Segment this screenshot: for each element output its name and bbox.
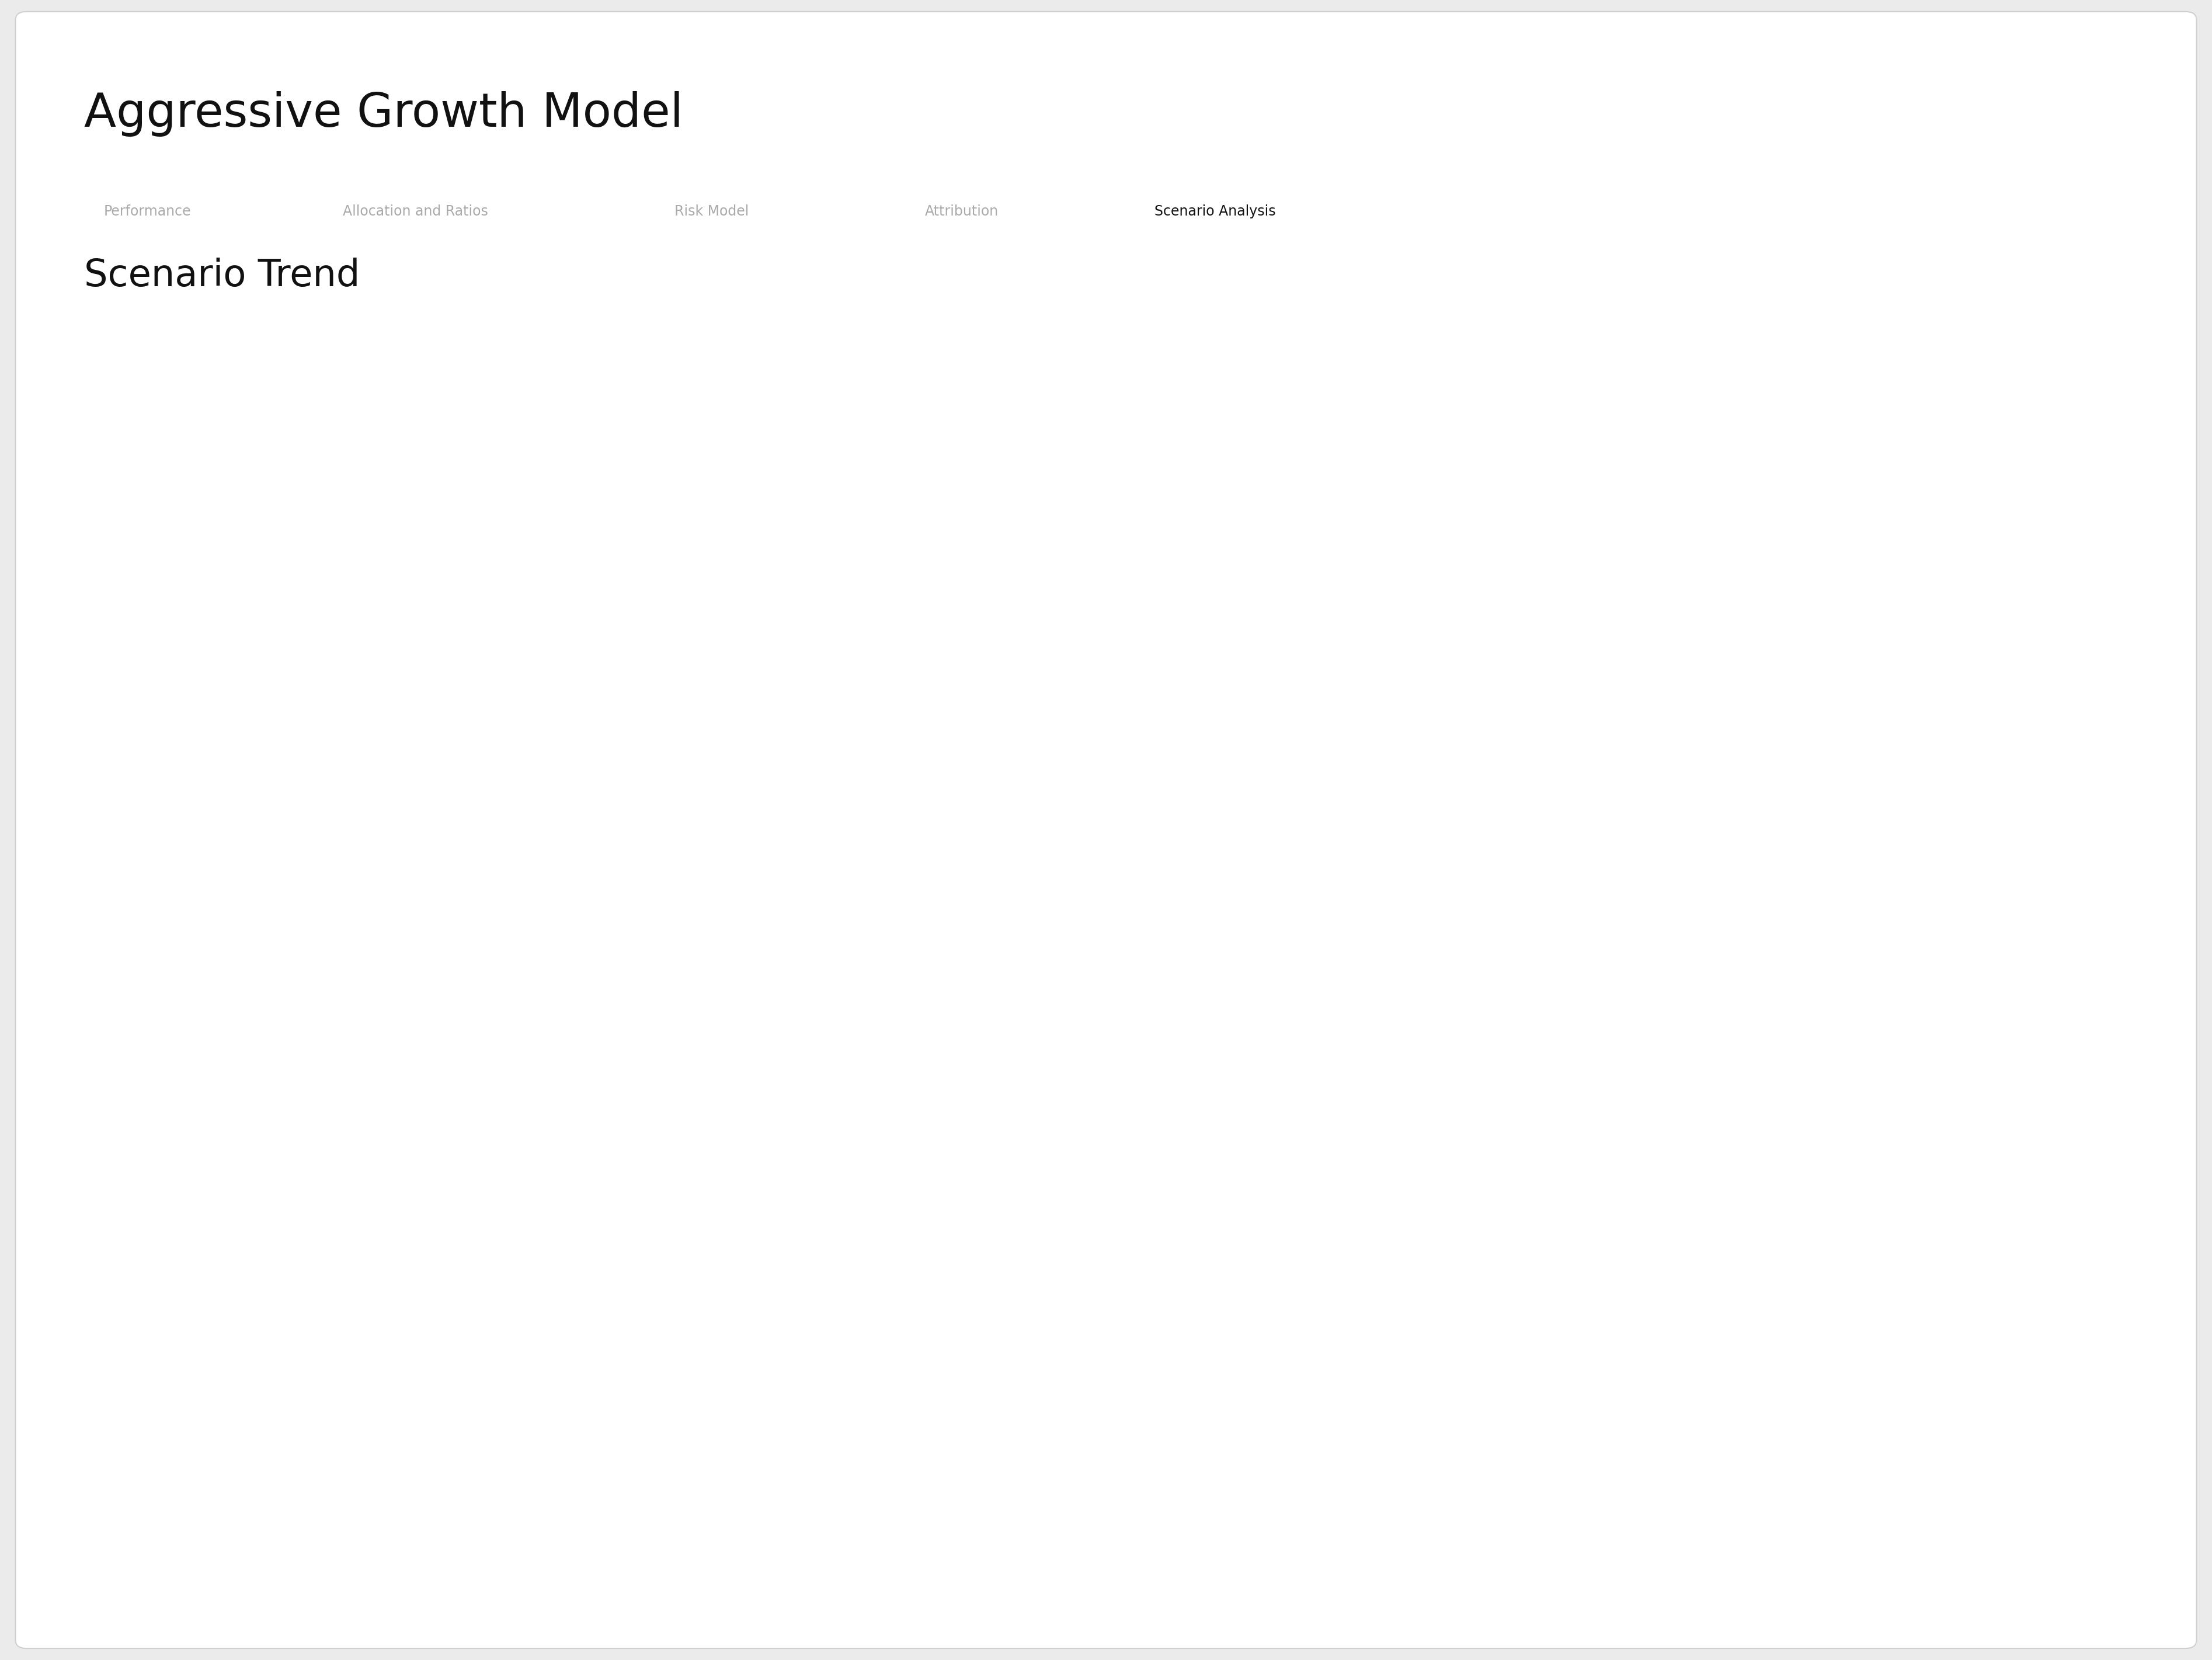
Text: Scenario Trend: Scenario Trend [84, 257, 361, 294]
Point [697, 566, 723, 586]
Text: −8.31: −8.31 [1020, 747, 1079, 765]
Bar [188, 324, 478, 1552]
Text: Oil Price Rise: Oil Price Rise [723, 657, 818, 671]
Text: Scenario Analysis: Scenario Analysis [1155, 204, 1276, 217]
Text: Attribution: Attribution [925, 204, 998, 217]
Text: 2007–2008: 2007–2008 [723, 589, 805, 604]
Point [945, 566, 971, 586]
Text: 11/04/2023: 11/04/2023 [723, 483, 856, 503]
Text: −3.78: −3.78 [1843, 541, 1887, 554]
Bar [874, 324, 1199, 1552]
Bar [1524, 324, 1849, 1552]
Point [1951, 342, 1978, 362]
Text: Aggressive Growth Model: Aggressive Growth Model [84, 91, 684, 136]
Text: Allocation and Ratios: Allocation and Ratios [343, 204, 489, 217]
Point [1951, 641, 1978, 661]
Text: 13.92: 13.92 [723, 747, 779, 765]
Text: Risk Model: Risk Model [675, 204, 750, 217]
Text: 2007–2009: 2007–2009 [1843, 681, 1924, 694]
Text: Subprime Crisis: Subprime Crisis [1843, 760, 1958, 774]
Point [1829, 342, 1856, 362]
Text: Performance: Performance [104, 204, 190, 217]
Text: Subprime Crisis: Subprime Crisis [1020, 657, 1135, 671]
Point [1829, 641, 1856, 661]
Text: Oil Price Rise: Oil Price Rise [1843, 461, 1938, 475]
Text: −38.25: −38.25 [1843, 840, 1896, 853]
Point [1006, 566, 1033, 586]
Text: 2007–2008: 2007–2008 [1843, 382, 1924, 395]
Point [1254, 566, 1281, 586]
Text: 2007–2009: 2007–2009 [1020, 589, 1102, 604]
